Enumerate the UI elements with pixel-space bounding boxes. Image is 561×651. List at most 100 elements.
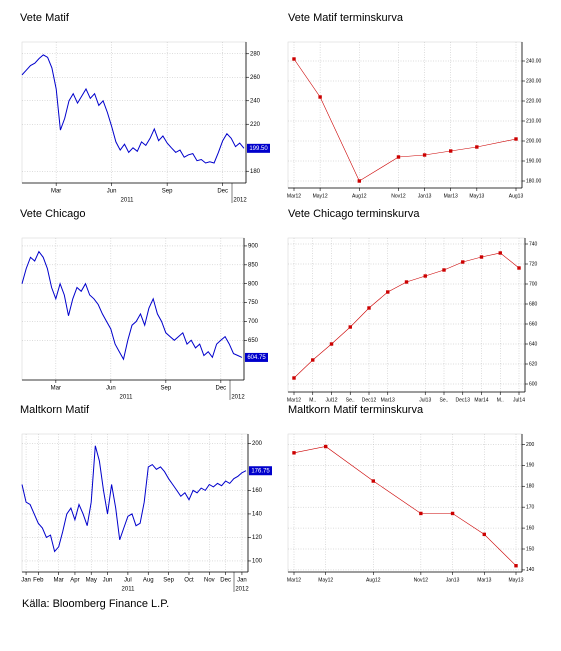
y-tick-label: 740 xyxy=(529,241,538,247)
y-tick-label: 700 xyxy=(248,319,259,325)
plot-frame xyxy=(21,41,247,184)
x-tick-label: Aug12 xyxy=(366,577,381,583)
x-tick-label: Aug12 xyxy=(352,193,367,199)
x-tick-label: Feb xyxy=(33,578,44,584)
x-tick-label: Dec xyxy=(217,189,228,195)
x-tick-label: Dec xyxy=(220,578,231,584)
point-marker xyxy=(292,376,296,380)
point-marker xyxy=(514,137,518,141)
x-tick-label: Aug13 xyxy=(509,193,524,199)
x-tick-label: Mar12 xyxy=(287,577,301,583)
y-tick-label: 720 xyxy=(529,261,538,267)
y-tick-label: 200 xyxy=(252,441,263,447)
y-tick-label: 680 xyxy=(529,301,538,307)
y-tick-label: 850 xyxy=(248,262,259,268)
chart-title: Vete Chicago xyxy=(20,208,85,220)
x-tick-label: Jan xyxy=(237,578,247,584)
x-tick-label: Mar14 xyxy=(474,397,488,403)
point-marker xyxy=(442,268,446,272)
value-label: 176.75 xyxy=(251,468,270,474)
year-label: 2012 xyxy=(231,395,245,401)
y-tick-label: 140 xyxy=(252,512,263,518)
chart-title: Vete Matif xyxy=(20,12,70,24)
x-tick-label: Jun xyxy=(106,386,116,392)
year-label: 2012 xyxy=(233,198,247,204)
point-marker xyxy=(498,251,502,255)
x-tick-label: Jun xyxy=(107,189,117,195)
y-tick-label: 660 xyxy=(529,321,538,327)
x-tick-label: Aug xyxy=(143,578,154,584)
x-tick-label: May xyxy=(86,578,97,584)
value-label-box xyxy=(247,143,270,153)
point-marker xyxy=(482,532,486,537)
y-tick-label: 140 xyxy=(526,567,535,573)
point-marker xyxy=(318,95,322,99)
x-tick-label: May12 xyxy=(318,577,333,583)
plot-frame xyxy=(287,237,526,393)
series-line xyxy=(21,250,243,361)
x-tick-label: May12 xyxy=(313,193,328,199)
y-tick-label: 120 xyxy=(252,535,263,541)
y-tick-label: 230.00 xyxy=(526,78,542,84)
x-tick-label: Mar12 xyxy=(287,397,301,403)
y-tick-label: 900 xyxy=(248,244,259,250)
year-label: 2012 xyxy=(235,587,249,593)
point-marker xyxy=(367,306,371,310)
year-label: 2011 xyxy=(122,587,136,593)
series-line xyxy=(293,252,520,379)
x-tick-label: Jan13 xyxy=(446,577,460,583)
x-tick-label: Jul12 xyxy=(326,397,338,403)
x-tick-label: Jun xyxy=(103,578,113,584)
x-tick-label: Jul14 xyxy=(513,397,525,403)
x-tick-label: Dec13 xyxy=(456,397,471,403)
value-label-box xyxy=(249,466,272,476)
y-tick-label: 150 xyxy=(526,546,535,552)
point-marker xyxy=(479,255,484,259)
chart-title: Vete Matif terminskurva xyxy=(288,12,404,24)
chart-title: Maltkorn Matif terminskurva xyxy=(288,404,424,416)
x-tick-label: Mar13 xyxy=(477,577,491,583)
y-tick-label: 180 xyxy=(250,169,261,175)
x-tick-label: Dec12 xyxy=(362,397,377,403)
plot-frame xyxy=(287,41,523,189)
y-tick-label: 700 xyxy=(529,281,538,287)
x-tick-label: Mar12 xyxy=(287,193,301,199)
source-note: Källa: Bloomberg Finance L.P. xyxy=(22,598,169,610)
year-label: 2011 xyxy=(120,395,134,401)
value-label: 604.75 xyxy=(247,355,266,361)
x-tick-label: Se.. xyxy=(440,397,449,403)
x-tick-label: Dec xyxy=(216,386,227,392)
x-tick-label: Sep xyxy=(163,578,174,584)
y-tick-label: 650 xyxy=(248,338,259,344)
value-label-box xyxy=(245,352,268,362)
point-marker xyxy=(475,145,479,149)
x-tick-label: Mar xyxy=(51,189,61,195)
plot-frame xyxy=(21,237,245,381)
series-line xyxy=(293,446,517,566)
point-marker xyxy=(311,358,315,362)
point-marker xyxy=(371,479,375,483)
x-tick-label: Jul xyxy=(124,578,132,584)
y-tick-label: 260 xyxy=(250,75,261,81)
point-marker xyxy=(461,260,465,264)
point-marker xyxy=(422,153,427,157)
y-tick-label: 220 xyxy=(250,122,261,128)
x-tick-label: May13 xyxy=(508,577,523,583)
x-tick-label: Oct xyxy=(184,578,194,584)
y-tick-label: 190 xyxy=(526,463,535,469)
x-tick-label: Jan13 xyxy=(418,193,432,199)
y-tick-label: 240 xyxy=(250,98,261,104)
point-marker xyxy=(404,280,409,284)
x-tick-label: Mar xyxy=(51,386,61,392)
x-tick-label: Se.. xyxy=(346,397,355,403)
point-marker xyxy=(423,274,427,278)
chart-title: Vete Chicago terminskurva xyxy=(288,208,420,220)
y-tick-label: 180 xyxy=(526,484,535,490)
y-tick-label: 800 xyxy=(248,281,259,287)
year-label: 2011 xyxy=(121,198,135,204)
plot-frame xyxy=(21,433,249,573)
point-marker xyxy=(396,155,401,159)
y-tick-label: 170 xyxy=(526,505,535,511)
y-tick-label: 240.00 xyxy=(526,58,542,64)
